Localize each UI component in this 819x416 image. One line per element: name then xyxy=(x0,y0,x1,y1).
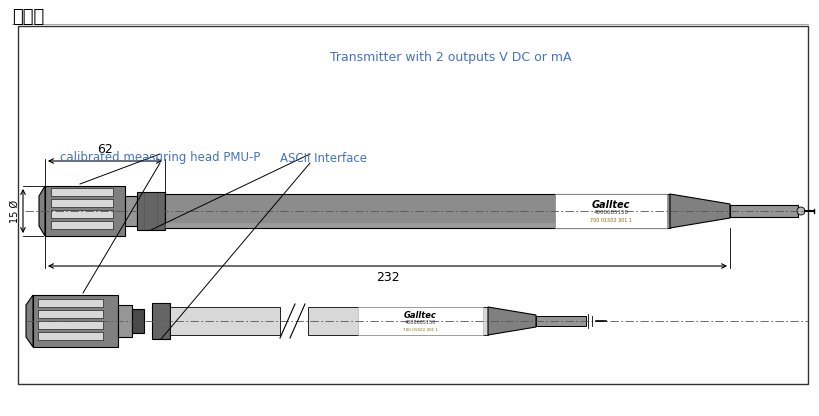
Bar xyxy=(132,309,144,333)
Bar xyxy=(33,295,118,347)
Bar xyxy=(51,199,113,207)
Polygon shape xyxy=(488,307,536,335)
Text: Transmitter with 2 outputs V DC or mA: Transmitter with 2 outputs V DC or mA xyxy=(330,52,572,64)
Bar xyxy=(38,310,103,318)
Bar xyxy=(51,188,113,196)
Bar xyxy=(38,299,103,307)
Text: 232: 232 xyxy=(376,271,400,284)
Bar xyxy=(730,205,798,217)
Text: 尺寸图: 尺寸图 xyxy=(12,8,44,26)
Bar xyxy=(18,26,808,384)
Text: 62: 62 xyxy=(97,143,113,156)
Bar xyxy=(308,307,488,335)
Bar xyxy=(358,307,483,335)
Bar xyxy=(38,332,103,340)
Bar xyxy=(555,194,667,228)
Bar xyxy=(51,210,113,218)
Text: 4008685150: 4008685150 xyxy=(594,210,628,215)
Bar xyxy=(536,316,586,326)
Text: 700 01502 301 1: 700 01502 301 1 xyxy=(403,328,438,332)
Polygon shape xyxy=(26,295,33,347)
Bar xyxy=(45,186,125,236)
Bar xyxy=(170,307,280,335)
Text: 4008685150: 4008685150 xyxy=(405,320,437,325)
Text: 700 01502 301 1: 700 01502 301 1 xyxy=(590,218,632,223)
Bar xyxy=(137,192,165,230)
Polygon shape xyxy=(670,194,730,228)
Bar xyxy=(38,321,103,329)
Text: ASCII Interface: ASCII Interface xyxy=(280,151,367,164)
Text: Galltec: Galltec xyxy=(404,310,437,319)
Bar xyxy=(165,194,670,228)
Bar xyxy=(125,196,137,226)
Text: Galltec: Galltec xyxy=(592,200,630,210)
Polygon shape xyxy=(39,186,45,236)
Bar xyxy=(118,305,132,337)
Bar xyxy=(152,303,170,339)
Bar xyxy=(165,223,670,228)
Text: 15 Ø: 15 Ø xyxy=(10,199,20,223)
Bar xyxy=(51,221,113,229)
Text: calibrated measuring head PMU-P: calibrated measuring head PMU-P xyxy=(60,151,260,164)
Circle shape xyxy=(797,207,805,215)
